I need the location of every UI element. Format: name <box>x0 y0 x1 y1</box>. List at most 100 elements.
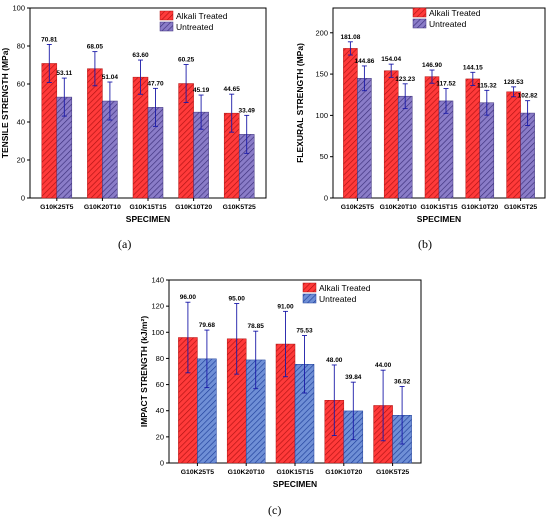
data-label: 91.00 <box>277 303 294 310</box>
y-tick-label: 80 <box>156 354 164 363</box>
impact-strength-chart: 0 20 40 60 80 100 120 140 96.00 95.00 91.00 48.00 44… <box>139 276 422 489</box>
y-tick-label: 140 <box>151 276 164 285</box>
y-tick-label: 60 <box>156 380 164 389</box>
data-label: 44.00 <box>375 362 392 369</box>
bar-alkali-treated <box>87 68 103 199</box>
y-tick-label: 120 <box>151 302 164 311</box>
y-tick-label: 80 <box>17 42 25 51</box>
data-label: 78.85 <box>248 323 265 330</box>
y-axis-label: TENSILE STRENGTH (MPa) <box>0 48 10 159</box>
bar-untreated <box>479 102 495 199</box>
data-label: 68.05 <box>87 44 104 51</box>
legend-label-untreated: Untreated <box>176 22 214 32</box>
legend-swatch-untreated <box>302 293 317 304</box>
data-label: 123.23 <box>395 76 415 83</box>
data-label: 33.49 <box>239 107 256 114</box>
data-label: 51.04 <box>102 74 119 81</box>
x-tick-label: G10K25T5 <box>40 204 73 211</box>
x-tick-label: G10K5T25 <box>504 204 537 211</box>
data-label: 44.65 <box>224 86 241 93</box>
bar-alkali-treated <box>132 76 149 199</box>
legend-swatch-untreated <box>159 21 174 32</box>
flexural-strength-chart: 0 50 100 150 200 181.08 154.04 146.90 144.15 128.… <box>295 7 546 224</box>
x-tick-label: G10K20T10 <box>380 204 417 211</box>
x-tick-label: G10K10T20 <box>325 469 362 476</box>
bar-alkali-treated <box>383 70 399 199</box>
data-label: 45.19 <box>193 87 210 94</box>
legend-swatch-alkali-treated <box>412 7 427 18</box>
y-tick-label: 0 <box>324 194 328 203</box>
x-tick-label: G10K25T5 <box>181 469 214 476</box>
data-label: 53.11 <box>56 70 72 77</box>
data-label: 60.25 <box>178 57 195 64</box>
panel-label-c: (c) <box>268 503 282 517</box>
data-label: 144.86 <box>354 58 374 65</box>
panel-label-a: (a) <box>118 237 132 251</box>
data-label: 146.90 <box>422 62 442 69</box>
y-tick-label: 20 <box>156 432 164 441</box>
y-tick-label: 40 <box>156 406 164 415</box>
x-tick-label: G10K20T10 <box>228 469 265 476</box>
data-label: 48.00 <box>326 357 343 364</box>
legend-swatch-alkali-treated <box>159 10 174 21</box>
x-tick-label: G10K15T15 <box>420 204 457 211</box>
x-tick-label: G10K10T20 <box>461 204 498 211</box>
data-label: 144.15 <box>463 64 483 71</box>
y-tick-label: 40 <box>17 118 25 127</box>
x-tick-label: G10K5T25 <box>223 204 256 211</box>
x-axis-label: SPECIMEN <box>126 214 170 224</box>
legend-label-alkali-treated: Alkali Treated <box>319 283 371 293</box>
y-tick-label: 100 <box>315 111 328 120</box>
x-axis-label: SPECIMEN <box>417 214 461 224</box>
x-axis-label: SPECIMEN <box>273 479 317 489</box>
y-tick-label: 100 <box>151 328 164 337</box>
y-tick-label: 50 <box>320 152 328 161</box>
bar-untreated <box>357 78 372 199</box>
y-tick-label: 0 <box>160 459 164 468</box>
legend-swatch-untreated <box>412 18 427 29</box>
legend-label-untreated: Untreated <box>429 19 467 29</box>
bar-untreated <box>397 95 413 199</box>
data-label: 36.52 <box>394 379 411 386</box>
bar-untreated <box>438 100 454 199</box>
x-tick-label: G10K25T5 <box>341 204 374 211</box>
legend-label-alkali-treated: Alkali Treated <box>429 8 481 18</box>
y-tick-label: 0 <box>21 194 25 203</box>
bar-alkali-treated <box>506 91 521 199</box>
y-tick-label: 20 <box>17 156 25 165</box>
legend-label-untreated: Untreated <box>319 294 357 304</box>
data-label: 117.52 <box>436 81 456 88</box>
y-tick-label: 100 <box>12 4 25 13</box>
data-label: 63.60 <box>132 52 149 59</box>
data-label: 154.04 <box>381 56 401 63</box>
x-tick-label: G10K20T10 <box>84 204 121 211</box>
bar-alkali-treated <box>41 63 58 199</box>
x-tick-label: G10K15T15 <box>276 469 313 476</box>
panel-label-b: (b) <box>418 237 432 251</box>
y-tick-label: 60 <box>17 80 25 89</box>
legend-label-alkali-treated: Alkali Treated <box>176 11 228 21</box>
bar-alkali-treated <box>343 48 358 199</box>
data-label: 75.53 <box>296 328 313 335</box>
data-label: 47.70 <box>147 80 164 87</box>
tensile-strength-chart: 0 20 40 60 80 100 70.81 68.05 63.60 60.25 44.65 53.… <box>0 4 267 224</box>
y-axis-label: IMPACT STRENGTH (kJ/m²) <box>139 316 149 427</box>
x-tick-label: G10K5T25 <box>376 469 409 476</box>
data-label: 39.84 <box>345 374 362 381</box>
legend-swatch-alkali-treated <box>302 282 317 293</box>
bar-alkali-treated <box>465 78 481 199</box>
data-label: 79.68 <box>199 322 216 329</box>
x-tick-label: G10K10T20 <box>175 204 212 211</box>
data-label: 128.53 <box>504 79 524 86</box>
y-tick-label: 150 <box>315 70 328 79</box>
x-tick-label: G10K15T15 <box>129 204 166 211</box>
data-label: 96.00 <box>180 294 197 301</box>
data-label: 115.32 <box>477 82 497 89</box>
bar-alkali-treated <box>424 76 440 199</box>
data-label: 95.00 <box>229 296 246 303</box>
data-label: 70.81 <box>41 36 58 43</box>
